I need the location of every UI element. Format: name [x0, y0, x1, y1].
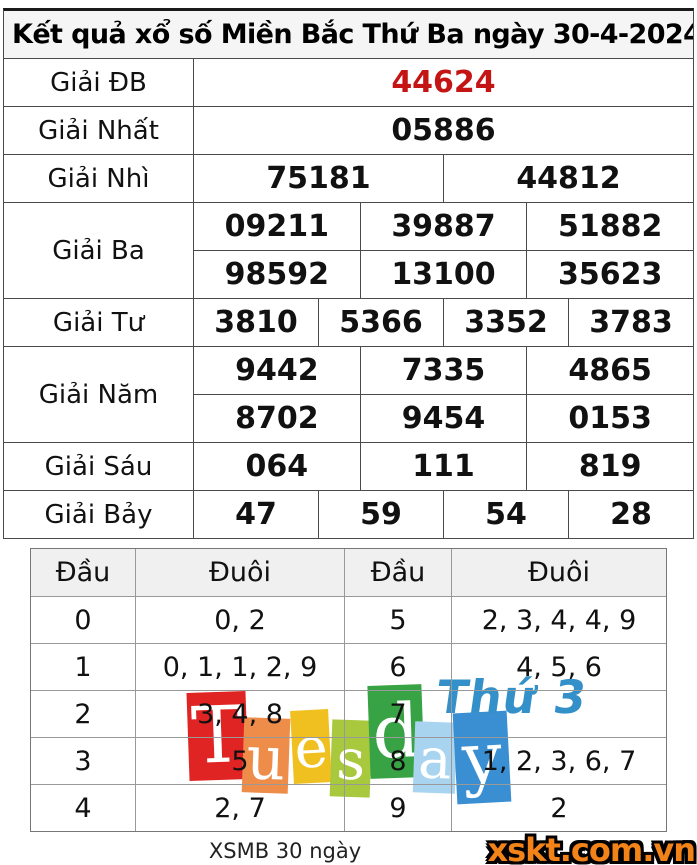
prize-number: 98592 — [224, 257, 330, 292]
head-value: 4 — [74, 792, 92, 824]
prize-number: 9454 — [359, 395, 527, 442]
tail-values: 1, 2, 3, 6, 7 — [451, 738, 666, 784]
head-value: 7 — [344, 691, 451, 737]
prize-row-giai-nam: Giải Năm 9442 7335 4865 8702 9454 0153 — [4, 346, 693, 442]
prize-row-giai-nhi: Giải Nhì 75181 44812 — [4, 154, 693, 202]
prize-label: Giải Nhất — [4, 107, 194, 154]
prize-number: 28 — [568, 491, 693, 538]
head-value: 1 — [74, 651, 92, 683]
head-tail-table: Đầu Đuôi Đầu Đuôi 0 0, 2 5 2, 3, 4, 4, 9… — [30, 548, 667, 832]
prize-label: Giải ĐB — [4, 59, 194, 106]
head-value: 6 — [344, 644, 451, 690]
head-value: 2 — [74, 698, 92, 730]
column-header: Đuôi — [135, 549, 344, 596]
tail-values: 4, 5, 6 — [451, 644, 666, 690]
prize-table: Kết quả xổ số Miền Bắc Thứ Ba ngày 30-4-… — [3, 8, 694, 539]
head-value: 8 — [344, 738, 451, 784]
prize-number: 59 — [318, 491, 443, 538]
tail-values: 0, 2 — [135, 597, 344, 643]
prize-row-giai-tu: Giải Tư 3810 5366 3352 3783 — [4, 298, 693, 346]
head-tail-header-row: Đầu Đuôi Đầu Đuôi — [31, 549, 666, 596]
head-tail-row: 4 2, 7 9 2 — [31, 784, 666, 831]
prize-number: 8702 — [235, 401, 319, 436]
page-title: Kết quả xổ số Miền Bắc Thứ Ba ngày 30-4-… — [4, 11, 693, 58]
prize-number: 9442 — [235, 353, 319, 388]
prize-number: 064 — [245, 449, 309, 484]
prize-number: 4865 — [526, 347, 693, 394]
prize-number: 7335 — [359, 347, 527, 394]
prize-number: 51882 — [526, 203, 693, 250]
prize-number: 35623 — [526, 251, 693, 298]
prize-number: 0153 — [526, 395, 693, 442]
head-tail-row: 0 0, 2 5 2, 3, 4, 4, 9 — [31, 596, 666, 643]
tail-values: 0, 1, 1, 2, 9 — [135, 644, 344, 690]
head-value: 5 — [344, 597, 451, 643]
column-header: Đầu — [55, 557, 111, 588]
prize-number: 3352 — [443, 299, 568, 346]
prize-label: Giải Nhì — [4, 155, 194, 202]
prize-number: 3783 — [568, 299, 693, 346]
prize-number: 111 — [359, 443, 527, 490]
prize-number: 3810 — [214, 305, 298, 340]
head-value: 3 — [74, 745, 92, 777]
prize-row-giai-bay: Giải Bảy 47 59 54 28 — [4, 490, 693, 538]
head-value: 9 — [344, 785, 451, 831]
prize-row-giai-ba: Giải Ba 09211 39887 51882 98592 13100 35… — [4, 202, 693, 298]
tail-values: 5 — [135, 738, 344, 784]
prize-label: Giải Tư — [4, 299, 194, 346]
prize-number: 5366 — [318, 299, 443, 346]
prize-row-giai-sau: Giải Sáu 064 111 819 — [4, 442, 693, 490]
prize-number: 13100 — [359, 251, 527, 298]
tail-values — [451, 691, 666, 737]
column-header: Đuôi — [451, 549, 666, 596]
head-tail-row: 3 5 8 1, 2, 3, 6, 7 — [31, 737, 666, 784]
xsmb-30-days-note: XSMB 30 ngày — [208, 839, 362, 863]
prize-number: 75181 — [266, 161, 371, 196]
prize-number-special: 44624 — [391, 65, 496, 100]
prize-number: 47 — [235, 497, 277, 532]
prize-label: Giải Bảy — [4, 491, 194, 538]
prize-number: 54 — [443, 491, 568, 538]
prize-number: 39887 — [359, 203, 527, 250]
head-tail-row: 2 3, 4, 8 7 — [31, 690, 666, 737]
tail-values: 2, 3, 4, 4, 9 — [451, 597, 666, 643]
prize-label: Giải Sáu — [4, 443, 194, 490]
prize-row-giai-nhat: Giải Nhất 05886 — [4, 106, 693, 154]
tail-values: 2, 7 — [135, 785, 344, 831]
prize-number: 819 — [526, 443, 693, 490]
prize-row-giai-db: Giải ĐB 44624 — [4, 58, 693, 106]
column-header: Đầu — [344, 549, 451, 596]
tail-values: 3, 4, 8 — [135, 691, 344, 737]
tail-values: 2 — [451, 785, 666, 831]
prize-number: 09211 — [224, 209, 330, 244]
head-value: 0 — [74, 604, 92, 636]
site-logo[interactable]: xskt.com.vn — [487, 831, 696, 865]
prize-number: 44812 — [443, 155, 693, 202]
prize-number: 05886 — [391, 113, 496, 148]
prize-label: Giải Ba — [4, 203, 194, 298]
head-tail-row: 1 0, 1, 1, 2, 9 6 4, 5, 6 — [31, 643, 666, 690]
prize-label: Giải Năm — [4, 347, 194, 442]
